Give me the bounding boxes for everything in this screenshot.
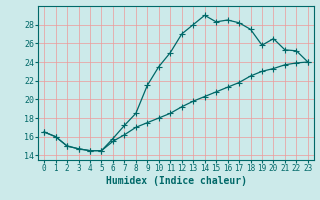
X-axis label: Humidex (Indice chaleur): Humidex (Indice chaleur): [106, 176, 246, 186]
